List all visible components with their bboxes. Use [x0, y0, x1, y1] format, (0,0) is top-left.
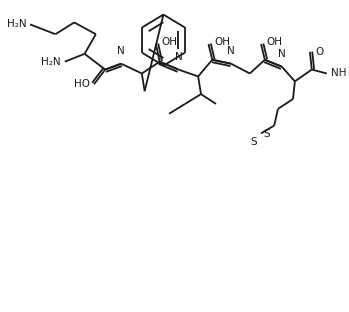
Text: N: N	[278, 49, 285, 59]
Text: H₂N: H₂N	[42, 57, 61, 67]
Text: S: S	[264, 129, 270, 139]
Text: N: N	[227, 46, 235, 56]
Text: N: N	[117, 46, 125, 56]
Text: OH: OH	[214, 37, 230, 47]
Text: NH: NH	[331, 69, 346, 79]
Text: N: N	[174, 52, 182, 62]
Text: OH: OH	[162, 37, 178, 47]
Text: HO: HO	[74, 79, 90, 89]
Text: OH: OH	[267, 37, 283, 47]
Text: H₂N: H₂N	[7, 19, 26, 29]
Text: S: S	[251, 137, 257, 147]
Text: O: O	[315, 47, 324, 57]
